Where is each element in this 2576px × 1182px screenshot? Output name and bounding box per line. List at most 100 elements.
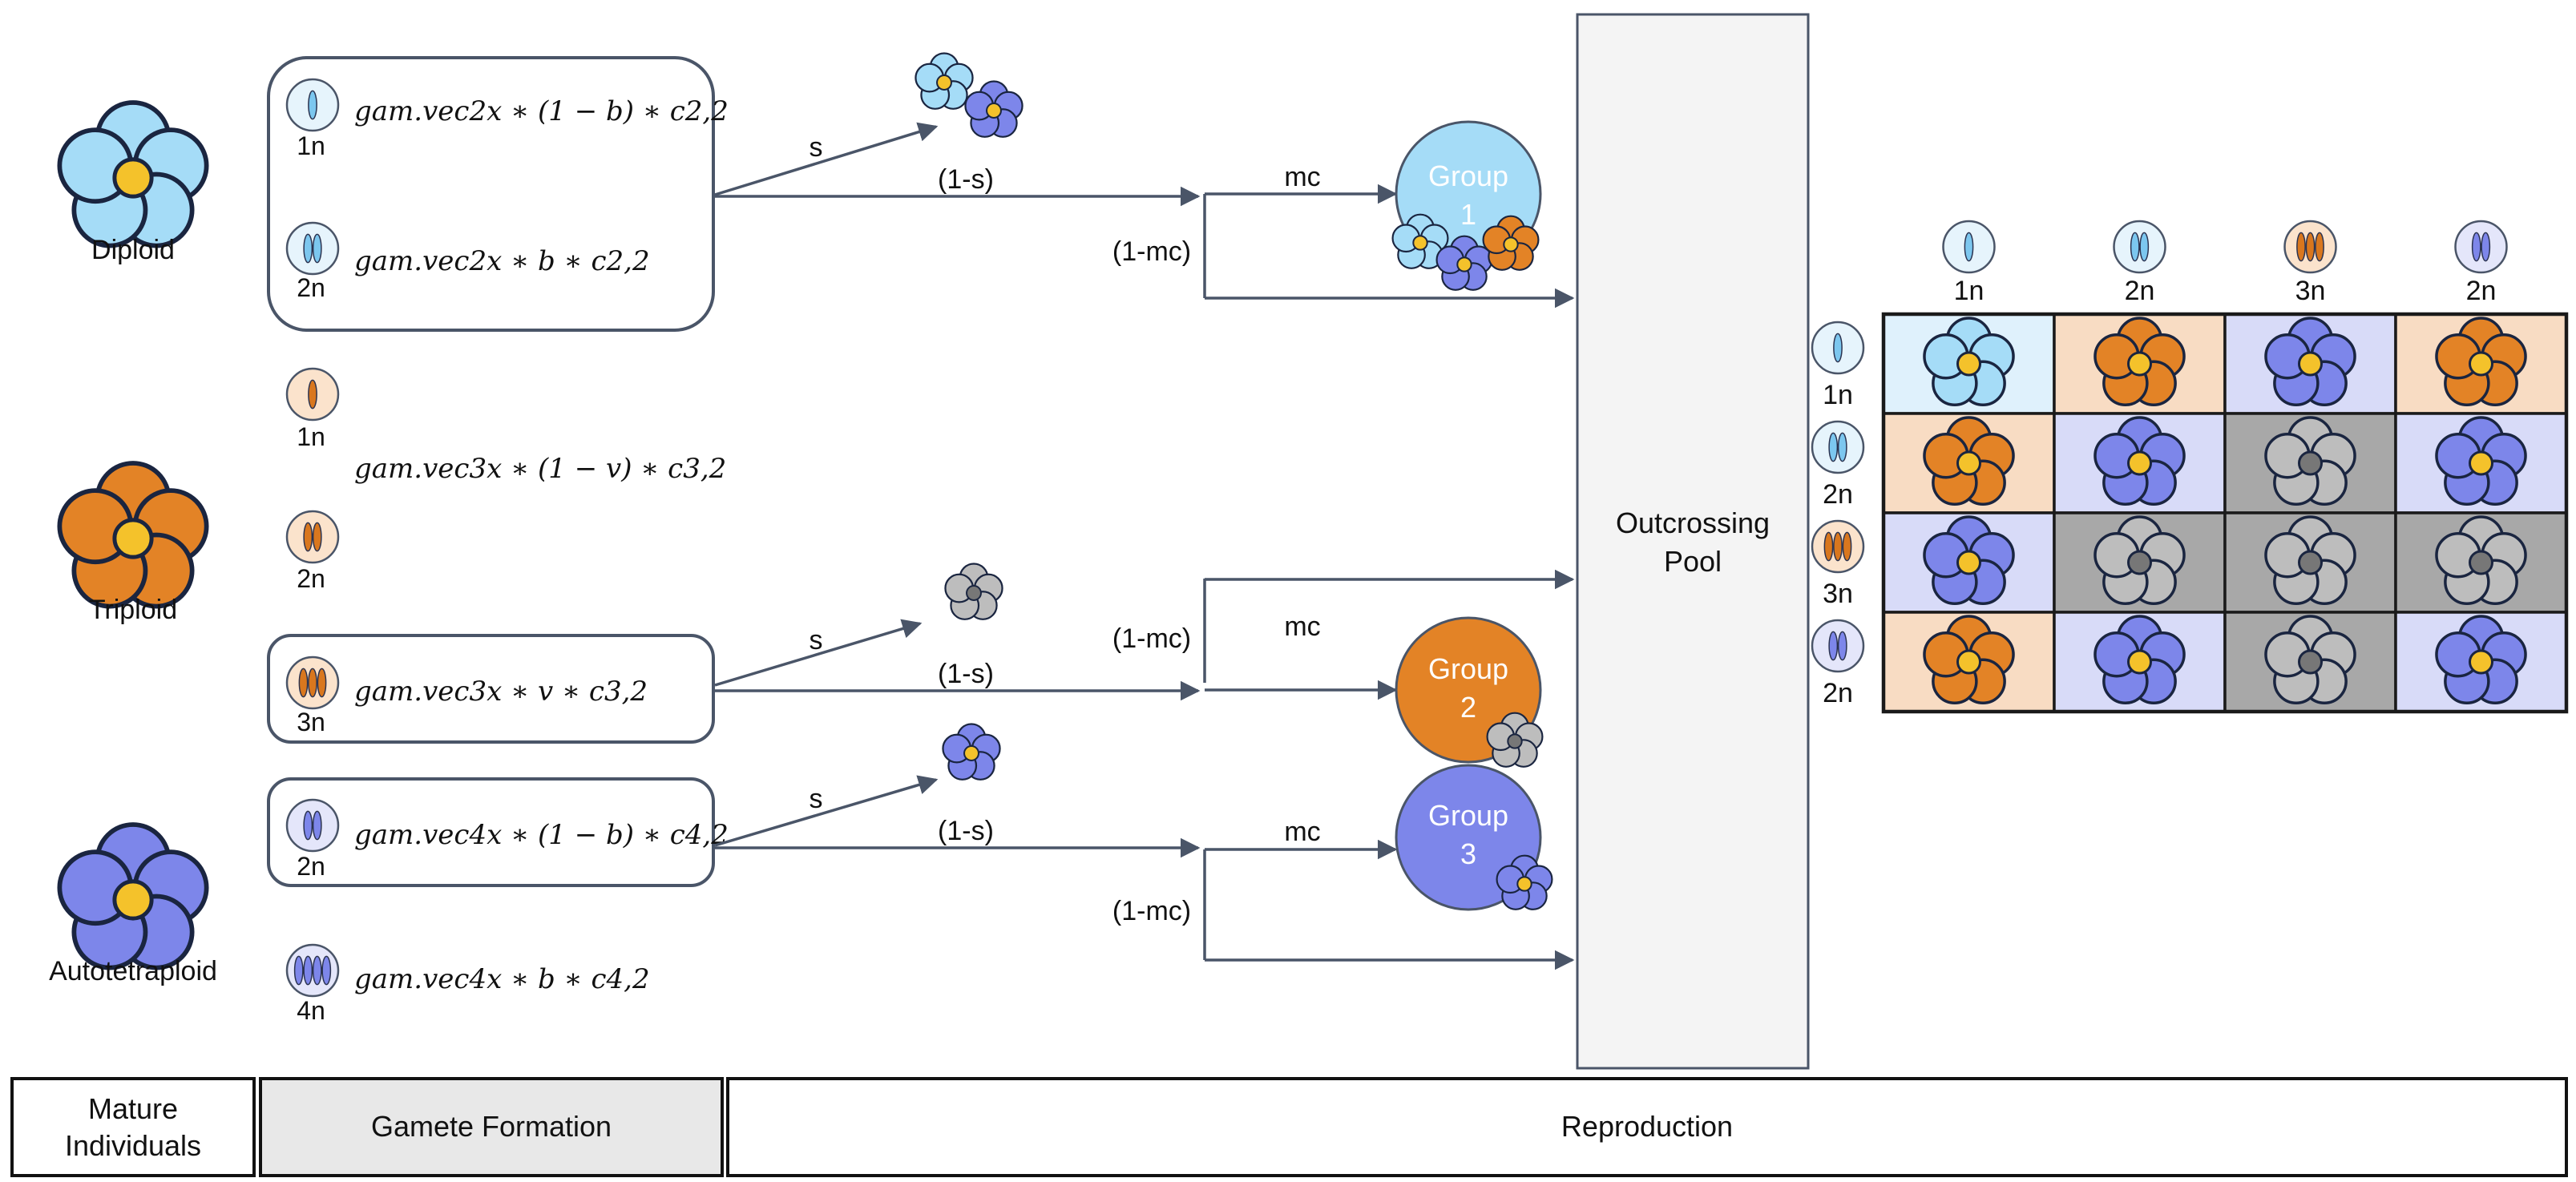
matrix-cell-flower-icon [2264, 515, 2356, 606]
matrix-cell-flower-icon [1923, 317, 2015, 407]
formula-tetraploid-4n: gam.vec4x ∗ b ∗ c4,2 [354, 963, 650, 995]
group-3-label: Group [1428, 799, 1508, 832]
triploid-3n-gamete-box [267, 634, 715, 744]
label-1mmc-triploid: (1-mc) [1112, 623, 1191, 654]
gamete-icons [285, 78, 340, 998]
label-s-tetraploid: s [810, 784, 823, 814]
matrix-row-label: 1n [1823, 380, 1853, 410]
flow-arrows [714, 122, 1575, 970]
matrix-row-gamete-icon [1811, 619, 1865, 673]
diploid-flower-icon [57, 100, 209, 248]
seed-diploid-flower-icon [915, 52, 974, 110]
matrix-col-gamete-icon [2454, 220, 2508, 274]
mature-individuals [57, 100, 209, 970]
arrow-s-diploid [714, 122, 939, 196]
gamete-label-diploid-2n: 2n [297, 273, 325, 302]
matrix-row-label: 3n [1823, 579, 1853, 609]
stage-mature-individuals [10, 1077, 256, 1177]
gamete-label-diploid-1n: 1n [297, 131, 325, 160]
gamete-icon-diploid-1n [285, 78, 340, 132]
matrix-row-label: 2n [1823, 479, 1853, 510]
gamete-icon-tetraploid-4n [285, 943, 340, 998]
matrix-cell-flower-icon [2264, 416, 2356, 506]
label-s-diploid: s [810, 132, 823, 163]
stage-gamete-label: Gamete Formation [371, 1110, 612, 1143]
matrix-cell-flower-icon [2435, 515, 2527, 606]
matrix-row-gamete-icon [1811, 420, 1865, 474]
diploid-gamete-box [267, 56, 715, 332]
gamete-label-tetraploid-2n: 2n [297, 852, 325, 881]
tetraploid-2n-gamete-box [267, 777, 715, 887]
matrix-cell-flower-icon [1923, 416, 2015, 506]
pool-label-line2: Pool [1664, 545, 1722, 578]
stage-gamete-formation [259, 1077, 724, 1177]
label-1mmc-tetraploid: (1-mc) [1112, 896, 1191, 926]
group-3-tetraploid-flower-icon [1496, 854, 1553, 910]
autotetraploid-flower-icon [57, 822, 209, 970]
arrow-s-tetraploid [714, 775, 939, 847]
matrix-cell-flower-icon [2264, 615, 2356, 705]
group-2-label: Group [1428, 652, 1508, 685]
pool-label-line1: Outcrossing [1616, 506, 1770, 539]
gamete-label-triploid-3n: 3n [297, 708, 325, 736]
label-1ms-triploid: (1-s) [938, 659, 994, 689]
outcrossing-pool [1576, 13, 1810, 1070]
matrix-cell-flower-icon [1923, 615, 2015, 705]
formula-triploid-3n: gam.vec3x ∗ v ∗ c3,2 [354, 676, 648, 708]
formula-triploid-1n: gam.vec3x ∗ (1 − v) ∗ c3,2 [354, 453, 726, 485]
matrix-cell-flower-icon [2264, 317, 2356, 407]
matrix-cell-flower-icon [2435, 416, 2527, 506]
label-mc-tetraploid: mc [1284, 817, 1320, 847]
matrix-col-gamete-icon [2113, 220, 2166, 274]
matrix-cell-flower-icon [2094, 317, 2186, 407]
matrix-cell-flower-icon [2435, 317, 2527, 407]
matrix-border [1881, 312, 2569, 714]
group-3-number: 3 [1460, 837, 1476, 870]
matrix-cell-flower-icon [2094, 416, 2186, 506]
matrix-col-label: 2n [2125, 276, 2155, 306]
gamete-icon-tetraploid-2n [285, 798, 340, 853]
gamete-label-triploid-2n: 2n [297, 564, 325, 593]
seed-sterile-flower-icon [944, 563, 1003, 620]
formula-diploid-1n: gam.vec2x ∗ (1 − b) ∗ c2,2 [354, 95, 729, 127]
stage-mature-line1: Mature [88, 1092, 178, 1125]
stage-mature-line2: Individuals [65, 1129, 201, 1162]
label-s-triploid: s [810, 625, 823, 656]
formula-diploid-2n: gam.vec2x ∗ b ∗ c2,2 [354, 245, 650, 277]
triploid-label: Triploid [89, 595, 177, 625]
stage-reproduction-label: Reproduction [1561, 1110, 1733, 1143]
formula-tetraploid-2n: gam.vec4x ∗ (1 − b) ∗ c4,2 [354, 819, 729, 851]
matrix-cell-flower-icon [2435, 615, 2527, 705]
gamete-icon-triploid-1n [285, 367, 340, 422]
label-1mmc-diploid: (1-mc) [1112, 236, 1191, 267]
group-1-number: 1 [1460, 198, 1476, 231]
offspring-flowers [915, 52, 1553, 910]
seed-tetraploid-flower-icon [942, 723, 1001, 781]
matrix-cell-flower-icon [1923, 515, 2015, 606]
group-1-label: Group [1428, 159, 1508, 192]
triploid-flower-icon [57, 461, 209, 609]
gamete-icon-triploid-2n [285, 510, 340, 564]
matrix-col-label: 3n [2295, 276, 2326, 306]
label-mc-triploid: mc [1284, 611, 1320, 642]
gamete-label-triploid-1n: 1n [297, 422, 325, 451]
matrix-cell-flower-icon [2094, 615, 2186, 705]
matrix-row-label: 2n [1823, 678, 1853, 708]
autotetraploid-label: Autotetraploid [49, 956, 217, 986]
gamete-icon-diploid-2n [285, 221, 340, 276]
label-1ms-diploid: (1-s) [938, 164, 994, 195]
group-1-diploid-flower-icon [1391, 213, 1449, 269]
matrix-row-gamete-icon [1811, 321, 1865, 375]
matrix-col-gamete-icon [1942, 220, 1996, 274]
matrix-row-gamete-icon [1811, 519, 1865, 574]
matrix-col-gamete-icon [2283, 220, 2337, 274]
matrix-cell-flower-icon [2094, 515, 2186, 606]
arrow-s-triploid [714, 619, 923, 687]
gamete-label-tetraploid-4n: 4n [297, 996, 325, 1025]
offspring-matrix: 1n 2n 3n 2n 1n 2n 3n 2n [1811, 220, 2569, 714]
label-mc-diploid: mc [1284, 162, 1320, 192]
diploid-label: Diploid [91, 235, 175, 265]
gamete-icon-triploid-3n [285, 656, 340, 710]
matrix-col-label: 1n [1954, 276, 1984, 306]
